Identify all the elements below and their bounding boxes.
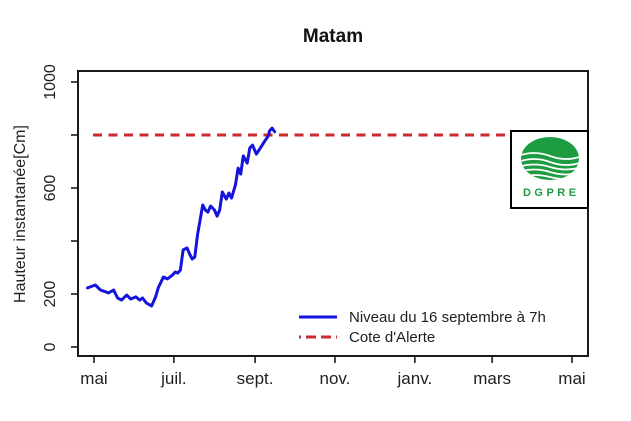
y-tick-label: 600 xyxy=(42,174,59,202)
legend: Niveau du 16 septembre à 7h Cote d'Alert… xyxy=(298,307,546,347)
legend-label-niveau: Niveau du 16 septembre à 7h xyxy=(349,308,546,326)
dgpre-logo-text: DGPRE xyxy=(522,187,580,199)
x-tick-label: mai xyxy=(80,369,108,388)
x-tick-label: nov. xyxy=(319,369,351,388)
y-tick-label: 1000 xyxy=(42,64,59,100)
legend-sample-solid-line xyxy=(299,315,337,319)
dgpre-logo-globe-icon xyxy=(521,137,579,180)
legend-item-alerte: Cote d'Alerte xyxy=(298,327,546,347)
legend-sample-dashed-line xyxy=(299,335,337,339)
x-tick-label: mai xyxy=(558,369,586,388)
chart-title: Matam xyxy=(302,26,364,47)
y-tick-label: 200 xyxy=(42,280,59,308)
dgpre-logo: DGPRE xyxy=(510,130,589,209)
water-level-curve xyxy=(86,126,277,308)
legend-label-alerte: Cote d'Alerte xyxy=(349,328,436,346)
x-tick-label: juil. xyxy=(161,369,187,388)
plot-box xyxy=(77,70,589,357)
x-tick-label: janv. xyxy=(397,369,433,388)
y-tick-label: 0 xyxy=(42,342,59,352)
x-tick-label: sept. xyxy=(236,369,274,388)
legend-item-niveau: Niveau du 16 septembre à 7h xyxy=(298,307,546,327)
x-tick-label: mars xyxy=(473,369,511,388)
y-axis-title: Hauteur instantanée[Cm] xyxy=(12,125,29,303)
